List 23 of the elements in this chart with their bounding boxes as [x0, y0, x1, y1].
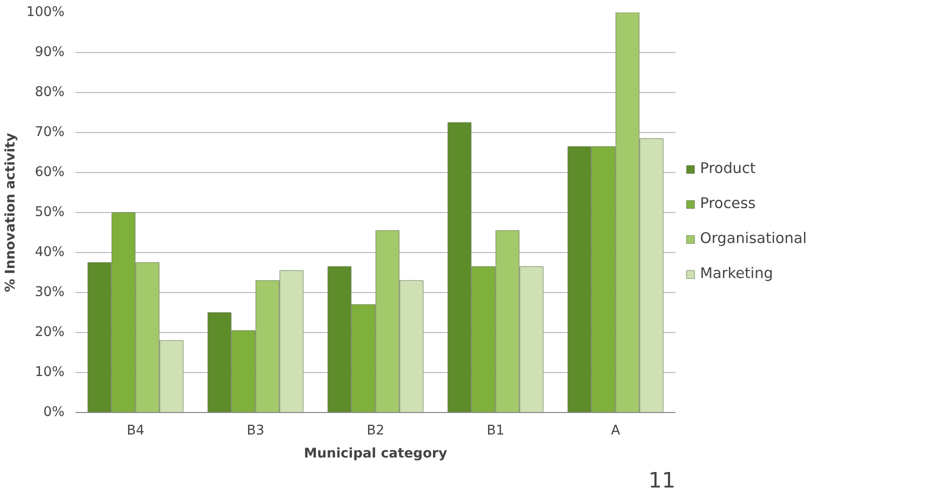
x-tick-label: B1: [486, 424, 504, 438]
y-tick-label: 80%: [34, 85, 64, 100]
y-tick-label: 50%: [34, 205, 64, 220]
x-axis-title: Municipal category: [304, 446, 448, 462]
legend-label: Product: [700, 160, 756, 177]
y-tick-label: 0%: [43, 405, 65, 420]
y-tick-label: 90%: [34, 45, 64, 60]
text: 11: [648, 468, 676, 491]
y-tick-label: 40%: [34, 245, 64, 260]
x-tick-label: B4: [126, 424, 144, 438]
y-tick-label: 100%: [26, 5, 65, 20]
x-tick-label: B3: [246, 424, 264, 438]
y-tick-label: 10%: [34, 365, 64, 380]
y-tick-label: 70%: [34, 125, 64, 140]
y-tick-label: 30%: [34, 285, 64, 300]
x-tick-label: A: [610, 424, 620, 438]
x-tick-label: B2: [366, 424, 384, 438]
legend-label: Process: [700, 195, 756, 212]
y-tick-label: 20%: [34, 325, 64, 340]
legend-label: Organisational: [700, 230, 807, 247]
legend-label: Marketing: [700, 265, 774, 282]
y-tick-label: 60%: [34, 165, 64, 180]
y-axis-title: % Innovation activity: [3, 132, 18, 292]
